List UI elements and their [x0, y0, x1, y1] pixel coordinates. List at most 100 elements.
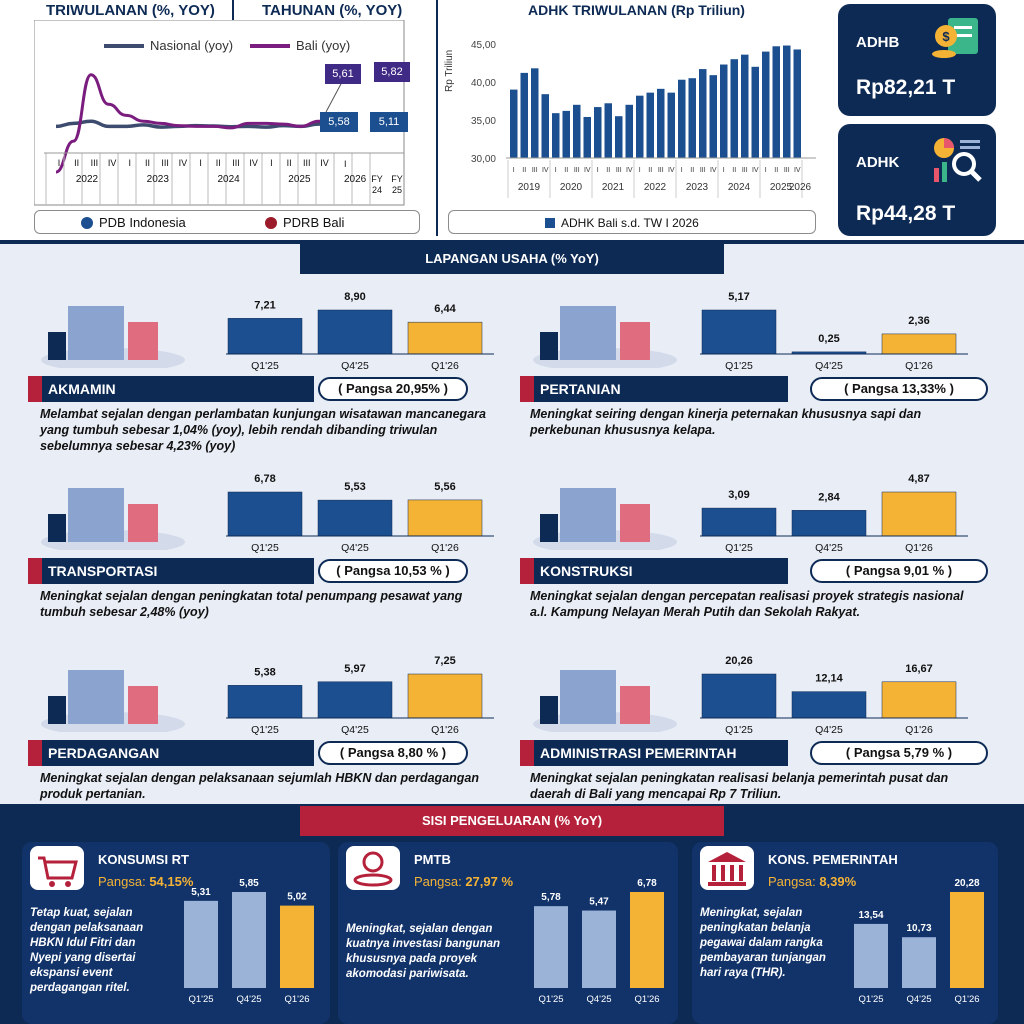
expenditure-bar-value: 5,02	[287, 892, 307, 903]
quarter-tick-label: II	[286, 158, 292, 168]
expenditure-period-label: Q1'26	[954, 994, 979, 1005]
quarter-tick-label: II	[215, 158, 221, 168]
sector-period-label: Q1'25	[725, 542, 753, 554]
adhk-quarter-tick: II	[732, 167, 736, 174]
adhk-quarter-tick: II	[648, 167, 652, 174]
adhk-bar	[646, 92, 654, 158]
label-bali-fy: 5,82	[374, 62, 410, 82]
sector-bar	[881, 681, 957, 719]
sector-bar	[701, 507, 777, 537]
adhk-bar	[604, 103, 612, 158]
illustration-block	[48, 696, 66, 724]
sector-bar	[791, 691, 867, 719]
adhk-chart-title: ADHK TRIWULANAN (Rp Triliun)	[528, 2, 745, 18]
expenditure-bar-value: 5,78	[541, 892, 561, 903]
sector-bar-value: 5,97	[344, 663, 365, 675]
chart-magnifier-icon	[934, 138, 982, 182]
adhk-ytick-label: 35,00	[471, 116, 496, 127]
sector-bar-value: 6,78	[254, 473, 275, 485]
sector-bar-chart: 5,17 Q1'25 0,25 Q4'25 2,36 Q1'26	[700, 291, 968, 372]
expenditure-name: KONS. PEMERINTAH	[768, 852, 898, 867]
adhk-bar	[688, 78, 696, 158]
expenditure-bar	[582, 910, 616, 988]
adhk-quarter-tick: I	[765, 167, 767, 174]
sector-period-label: Q1'25	[251, 360, 279, 372]
pdrb-dot	[265, 217, 277, 229]
sector-bar-chart: 5,38 Q1'25 5,97 Q4'25 7,25 Q1'26	[226, 655, 494, 736]
sector-period-label: Q4'25	[815, 724, 843, 736]
adhb-label: ADHB	[856, 34, 900, 51]
illustration-block	[540, 514, 558, 542]
sector-bar-value: 6,44	[434, 303, 456, 315]
legend-nasional-label: Nasional (yoy)	[150, 38, 234, 53]
pangsa-prefix: Pangsa:	[98, 874, 150, 889]
expenditure-bar	[950, 892, 984, 988]
sector-period-label: Q1'26	[905, 542, 933, 554]
adhk-bar	[793, 49, 801, 158]
expenditure-period-label: Q1'25	[858, 994, 883, 1005]
sector-description: Meningkat sejalan dengan peningkatan tot…	[40, 589, 463, 619]
adhb-card: ADHB Rp82,21 T $	[838, 4, 996, 116]
adhk-bar	[741, 54, 749, 158]
pangsa-prefix: Pangsa:	[414, 874, 466, 889]
sector-pangsa: ( Pangsa 20,95% )	[318, 377, 468, 401]
pangsa-value: 27,97 %	[465, 874, 514, 889]
adhk-quarter-tick: IV	[626, 167, 633, 174]
title-divider	[232, 0, 234, 22]
sector-description: Meningkat sejalan dengan percepatan real…	[530, 589, 964, 619]
adhk-quarter-tick: I	[555, 167, 557, 174]
sector-bar	[227, 318, 303, 355]
sector-bar-chart: 6,78 Q1'25 5,53 Q4'25 5,56 Q1'26	[226, 473, 494, 554]
sector-illustration	[41, 488, 185, 550]
adhk-quarter-tick: I	[639, 167, 641, 174]
sector-name: KONSTRUKSI	[520, 558, 788, 584]
adhk-legend-label: ADHK Bali s.d. TW I 2026	[561, 216, 699, 230]
shopping-cart-icon	[38, 856, 78, 887]
sector-period-label: Q4'25	[341, 542, 369, 554]
sector-period-label: Q1'26	[431, 542, 459, 554]
money-document-icon: $	[932, 18, 978, 58]
sector-bar-value: 5,17	[728, 291, 749, 303]
adhk-quarter-tick: III	[700, 167, 706, 174]
expenditure-pangsa: Pangsa: 8,39%	[768, 874, 856, 889]
sector-bar-value: 4,87	[908, 473, 929, 485]
adhk-bar	[636, 95, 644, 158]
sector-pangsa: ( Pangsa 8,80 % )	[318, 741, 468, 765]
adhk-legend-box: ADHK Bali s.d. TW I 2026	[448, 210, 816, 234]
year-tick-label: 2022	[75, 174, 99, 185]
expenditure-bar-value: 5,47	[589, 897, 609, 908]
sector-bar	[791, 510, 867, 537]
line-chart-xaxis: I II III IV I II III IV I II III IV I II III IV 2022 202…	[46, 154, 406, 204]
adhk-bar	[678, 79, 686, 158]
legend-nasional-swatch	[104, 44, 144, 48]
adhk-quarter-tick: IV	[542, 167, 549, 174]
sector-bar-chart: 3,09 Q1'25 2,84 Q4'25 4,87 Q1'26	[700, 473, 968, 554]
sector-bar	[701, 309, 777, 355]
pangsa-prefix: Pangsa:	[768, 874, 820, 889]
sector-bar-value: 2,36	[908, 315, 929, 327]
adhk-quarter-tick: IV	[584, 167, 591, 174]
pdb-dot	[81, 217, 93, 229]
adhk-year-label: 2020	[560, 182, 583, 193]
adhk-bar	[720, 64, 728, 158]
adhk-year-label: 2019	[518, 182, 541, 193]
year-tick-label: 2024	[217, 174, 240, 185]
illustration-block	[620, 504, 650, 542]
sector-period-label: Q1'25	[251, 724, 279, 736]
expenditure-name: KONSUMSI RT	[98, 852, 189, 867]
illustration-block	[68, 488, 124, 542]
sector-bar-value: 0,25	[818, 333, 839, 345]
sector-period-label: Q1'25	[251, 542, 279, 554]
expenditure-bar	[534, 906, 568, 988]
sector-bar	[227, 491, 303, 537]
sector-bar	[701, 673, 777, 719]
expenditure-period-label: Q1'26	[284, 994, 309, 1005]
adhk-value: Rp44,28 T	[856, 202, 956, 225]
quarter-tick-label: III	[90, 158, 99, 168]
adhk-bar	[594, 107, 602, 158]
expenditure-description: Tetap kuat, sejalan dengan pelaksanaan H…	[30, 907, 144, 994]
quarter-tick-label: III	[303, 158, 311, 168]
fy25-label: FY 25	[391, 174, 403, 195]
sector-bar	[881, 333, 957, 355]
adhk-bar	[762, 51, 770, 158]
